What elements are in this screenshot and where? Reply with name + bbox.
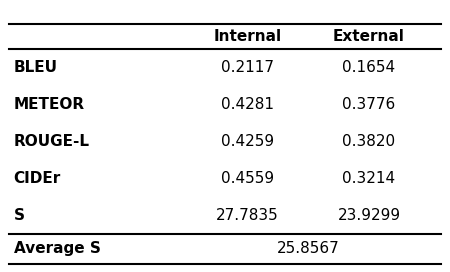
Text: CIDEr: CIDEr — [14, 171, 61, 186]
Text: BLEU: BLEU — [14, 60, 58, 75]
Text: 0.4559: 0.4559 — [221, 171, 274, 186]
Text: 23.9299: 23.9299 — [338, 208, 400, 223]
Text: External: External — [333, 29, 405, 44]
Text: 0.4281: 0.4281 — [221, 97, 274, 112]
Text: 0.2117: 0.2117 — [221, 60, 274, 75]
Text: Internal: Internal — [213, 29, 282, 44]
Text: 0.4259: 0.4259 — [221, 134, 274, 149]
Text: 0.1654: 0.1654 — [342, 60, 396, 75]
Text: 25.8567: 25.8567 — [277, 241, 340, 256]
Text: ROUGE-L: ROUGE-L — [14, 134, 90, 149]
Text: 0.3820: 0.3820 — [342, 134, 396, 149]
Text: Average S: Average S — [14, 241, 100, 256]
Text: METEOR: METEOR — [14, 97, 85, 112]
Text: 0.3776: 0.3776 — [342, 97, 396, 112]
Text: 0.3214: 0.3214 — [342, 171, 396, 186]
Text: 27.7835: 27.7835 — [216, 208, 279, 223]
Text: S: S — [14, 208, 24, 223]
